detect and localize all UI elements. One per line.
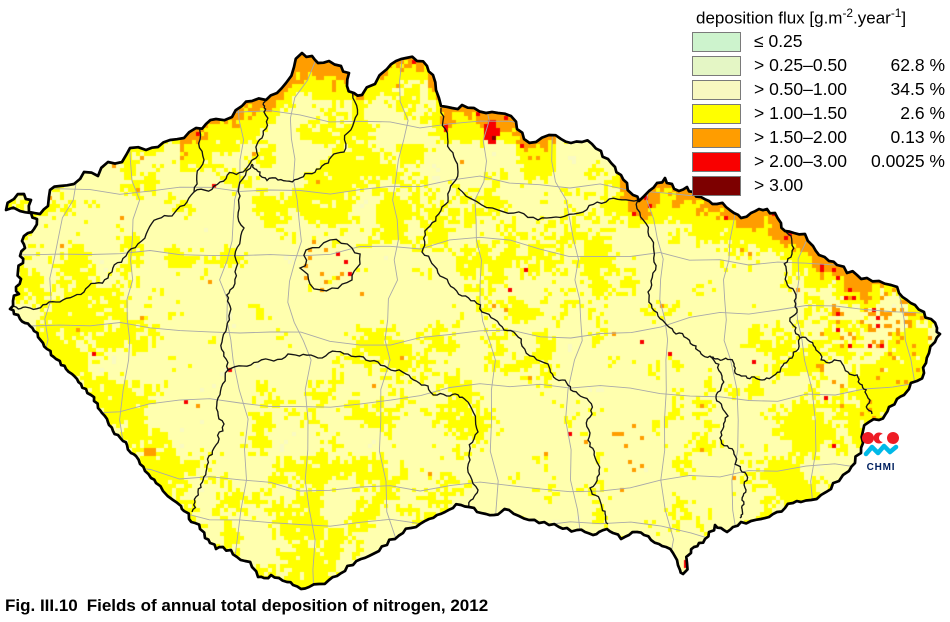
chmi-moon-cut (879, 434, 887, 442)
legend-percent-label: 34.5 % (890, 79, 945, 100)
chmi-wave-icon (863, 443, 899, 457)
boundary-line (42, 53, 79, 589)
chmi-logo-text: CHMI (866, 462, 896, 473)
boundary-line (191, 163, 253, 513)
figure-title: Fields of annual total deposition of nit… (86, 596, 489, 615)
boundary-line (6, 380, 940, 414)
legend-swatch (692, 151, 741, 172)
legend-title-prefix: deposition flux [g.m (696, 8, 843, 28)
boundary-line (287, 53, 316, 589)
country-border (4, 51, 942, 591)
boundary-line (561, 379, 609, 525)
boundary-line (551, 53, 583, 589)
legend-swatch (692, 55, 741, 76)
legend-range-label: > 0.50–1.00 (754, 79, 847, 100)
legend-range-label: > 1.50–2.00 (754, 127, 847, 148)
legend-range-label: > 1.00–1.50 (754, 103, 847, 124)
legend-swatch (692, 103, 741, 124)
boundary-line (709, 355, 749, 519)
legend-range-label: > 3.00 (754, 175, 804, 196)
boundary-line (635, 199, 711, 359)
legend-rows: ≤ 0.25 > 0.25–0.50 62.8 % > 0.50–1.00 34.5 %… (692, 30, 948, 198)
legend-title-suffix: ] (901, 8, 907, 28)
figure-number: Fig. III.10 (5, 596, 78, 615)
legend-swatch (692, 175, 741, 196)
legend-swatch (692, 127, 741, 148)
legend-panel: deposition flux [g.m-2.year-1] ≤ 0.25 > 0… (692, 2, 948, 198)
prague-boundary (298, 238, 361, 292)
boundary-line (193, 99, 269, 193)
legend-row: > 0.50–1.00 34.5 % (692, 78, 948, 102)
boundary-line (6, 305, 940, 346)
region-boundaries (11, 89, 873, 525)
legend-row: > 3.00 (692, 174, 948, 198)
boundary-line (646, 53, 674, 589)
figure-caption: Fig. III.10 Fields of annual total deposi… (5, 596, 488, 616)
chmi-logo-graphic (862, 432, 899, 457)
boundary-line (421, 107, 563, 382)
legend-row: > 1.00–1.50 2.6 % (692, 102, 948, 126)
legend-percent-label: 0.13 % (890, 127, 945, 148)
chmi-sun-icon (862, 432, 874, 444)
legend-percent-label: 2.6 % (900, 103, 945, 124)
legend-title-sup1: -2 (842, 6, 854, 20)
legend-row: > 1.50–2.00 0.13 % (692, 126, 948, 150)
legend-percent-label: 0.0025 % (871, 151, 945, 172)
boundary-line (378, 53, 411, 589)
legend-row: ≤ 0.25 (692, 30, 948, 54)
legend-row: > 2.00–3.00 0.0025 % (692, 150, 948, 174)
legend-swatch (692, 31, 741, 52)
boundary-line (11, 125, 205, 311)
boundary-line (457, 187, 639, 221)
legend-swatch (692, 79, 741, 100)
boundary-line (474, 53, 499, 589)
legend-title-sup2: -1 (890, 6, 902, 20)
boundary-line (251, 89, 359, 183)
boundary-line (799, 336, 873, 415)
boundary-line (6, 463, 940, 493)
boundary-line (6, 509, 940, 554)
boundary-line (6, 236, 940, 267)
chmi-logo: CHMI (858, 430, 904, 473)
legend-title-mid: .year (853, 8, 891, 28)
chmi-sun2-icon (887, 432, 899, 444)
legend-range-label: > 2.00–3.00 (754, 151, 847, 172)
boundary-line (219, 53, 249, 589)
legend-title: deposition flux [g.m-2.year-1] (696, 2, 948, 30)
boundary-line (227, 350, 469, 403)
legend-range-label: > 0.25–0.50 (754, 55, 847, 76)
boundary-line (463, 401, 479, 513)
boundary-line (709, 231, 801, 381)
legend-percent-label: 62.8 % (890, 55, 945, 76)
legend-row: > 0.25–0.50 62.8 % (692, 54, 948, 78)
boundary-line (119, 53, 146, 589)
legend-range-label: ≤ 0.25 (754, 31, 803, 52)
